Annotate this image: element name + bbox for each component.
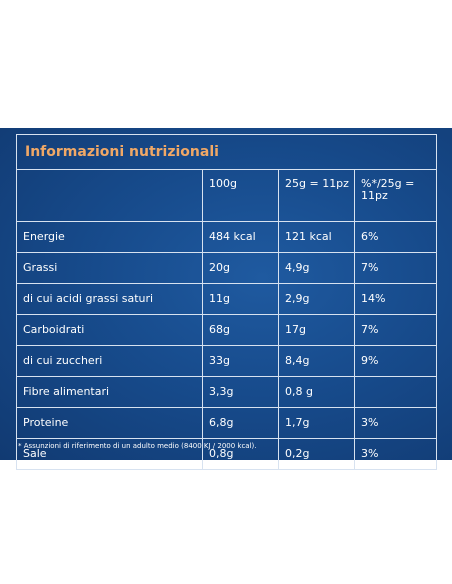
table-row: Energie 484 kcal 121 kcal 6% bbox=[16, 221, 437, 253]
header-row: 100g 25g = 11pz %*/25g = 11pz bbox=[16, 169, 437, 222]
table-row: Proteine 6,8g 1,7g 3% bbox=[16, 407, 437, 439]
row-label: di cui zuccheri bbox=[16, 345, 203, 377]
row-value-100g: 3,3g bbox=[202, 376, 279, 408]
row-value-portion: 1,7g bbox=[278, 407, 355, 439]
row-value-percent: 3% bbox=[354, 438, 437, 470]
row-label: di cui acidi grassi saturi bbox=[16, 283, 203, 315]
row-value-percent: 9% bbox=[354, 345, 437, 377]
row-label: Carboidrati bbox=[16, 314, 203, 346]
header-nutrient bbox=[16, 169, 203, 222]
row-value-100g: 6,8g bbox=[202, 407, 279, 439]
row-value-percent: 3% bbox=[354, 407, 437, 439]
table-title: Informazioni nutrizionali bbox=[16, 134, 437, 170]
table-row: Carboidrati 68g 17g 7% bbox=[16, 314, 437, 346]
row-value-portion: 121 kcal bbox=[278, 221, 355, 253]
table-row: Grassi 20g 4,9g 7% bbox=[16, 252, 437, 284]
row-label: Energie bbox=[16, 221, 203, 253]
header-per-portion: 25g = 11pz bbox=[278, 169, 355, 222]
title-row: Informazioni nutrizionali bbox=[16, 134, 437, 170]
row-value-percent: 6% bbox=[354, 221, 437, 253]
row-value-percent bbox=[354, 376, 437, 408]
nutrition-table: Informazioni nutrizionali 100g 25g = 11p… bbox=[16, 134, 437, 470]
row-value-percent: 7% bbox=[354, 314, 437, 346]
row-value-portion: 2,9g bbox=[278, 283, 355, 315]
row-value-100g: 0,8g bbox=[202, 438, 279, 470]
row-value-percent: 14% bbox=[354, 283, 437, 315]
header-per-100g: 100g bbox=[202, 169, 279, 222]
table-row: Sale 0,8g 0,2g 3% bbox=[16, 438, 437, 470]
table-row: di cui acidi grassi saturi 11g 2,9g 14% bbox=[16, 283, 437, 315]
row-value-portion: 0,8 g bbox=[278, 376, 355, 408]
row-label: Sale bbox=[16, 438, 203, 470]
row-label: Fibre alimentari bbox=[16, 376, 203, 408]
header-percent: %*/25g = 11pz bbox=[354, 169, 437, 222]
row-value-portion: 4,9g bbox=[278, 252, 355, 284]
row-value-percent: 7% bbox=[354, 252, 437, 284]
row-value-100g: 484 kcal bbox=[202, 221, 279, 253]
footnote: * Assunzioni di riferimento di un adulto… bbox=[18, 442, 257, 450]
nutrition-panel: Informazioni nutrizionali 100g 25g = 11p… bbox=[0, 128, 452, 470]
row-label: Proteine bbox=[16, 407, 203, 439]
row-value-100g: 20g bbox=[202, 252, 279, 284]
row-value-portion: 17g bbox=[278, 314, 355, 346]
row-value-portion: 0,2g bbox=[278, 438, 355, 470]
row-value-100g: 33g bbox=[202, 345, 279, 377]
row-value-100g: 11g bbox=[202, 283, 279, 315]
table-row: di cui zuccheri 33g 8,4g 9% bbox=[16, 345, 437, 377]
row-label: Grassi bbox=[16, 252, 203, 284]
table-row: Fibre alimentari 3,3g 0,8 g bbox=[16, 376, 437, 408]
row-value-100g: 68g bbox=[202, 314, 279, 346]
row-value-portion: 8,4g bbox=[278, 345, 355, 377]
